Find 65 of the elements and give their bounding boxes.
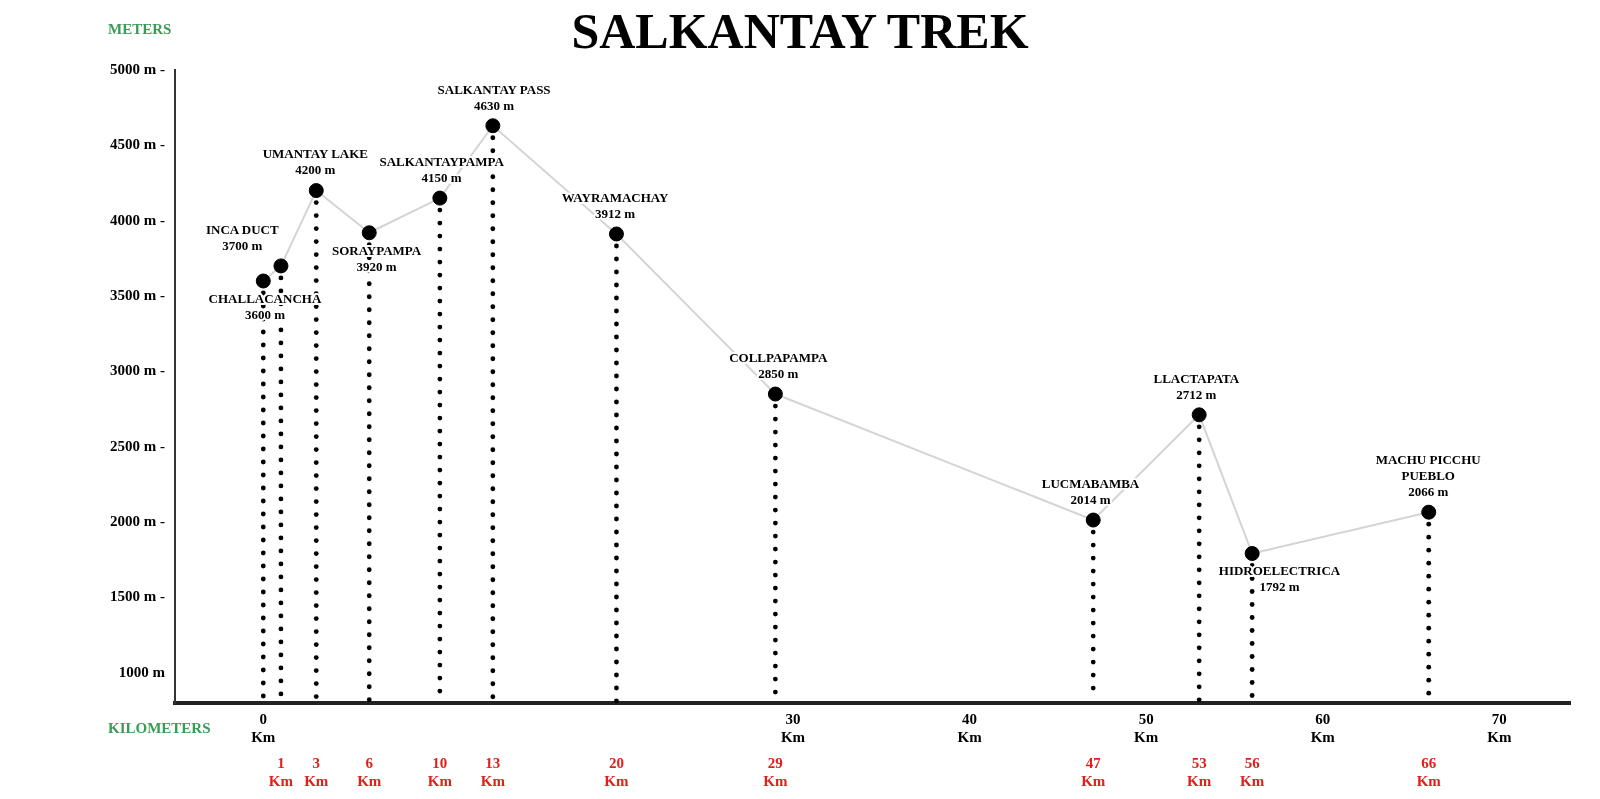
- annotation: INCA DUCT: [205, 221, 279, 237]
- annotation: COLLPAPAMPA: [729, 349, 828, 365]
- x2-tick-label: 47 Km: [1081, 754, 1106, 789]
- point: [485, 118, 501, 134]
- y-tick-label: 1000 m: [118, 663, 166, 680]
- chart-title: SALKANTAY TREK: [571, 3, 1029, 59]
- point: [432, 190, 448, 206]
- annotation: HIDROELECTRICA: [1218, 563, 1341, 579]
- point: [1085, 512, 1101, 528]
- point: [608, 226, 624, 242]
- point: [308, 183, 324, 199]
- annotation: MACHU PICCHU PUEBLO: [1375, 452, 1482, 484]
- annotation: WAYRAMACHAY: [561, 189, 670, 205]
- y-tick-label: 2000 m -: [109, 513, 165, 530]
- data-label: 2014 m: [1070, 491, 1111, 507]
- data-label: 2066 m: [1408, 484, 1449, 500]
- data-label: 2712 m: [1176, 386, 1217, 402]
- x-axis-title: KILOMETERS: [108, 719, 211, 736]
- data-label: 3700 m: [222, 237, 263, 253]
- x-tick-label: 40 Km: [957, 710, 983, 745]
- y-tick-label: 4000 m -: [109, 211, 165, 228]
- point: [255, 273, 271, 289]
- x-tick-label: 50 Km: [1134, 710, 1159, 745]
- data-label: 4630 m: [474, 97, 515, 113]
- annotation: SORAYPAMPA: [331, 242, 422, 258]
- x2-tick-label: 13 Km: [480, 754, 506, 789]
- point: [1191, 407, 1207, 423]
- x2-tick-label: 29 Km: [763, 754, 788, 789]
- x2-tick-label: 6 Km: [357, 754, 382, 789]
- annotation: CHALLACANCHA: [208, 290, 322, 306]
- annotation: LUCMABAMBA: [1041, 475, 1140, 491]
- point: [1244, 545, 1260, 561]
- x2-tick-label: 3 Km: [304, 754, 329, 789]
- point: [1421, 504, 1437, 520]
- x-tick-label: 0 Km: [251, 710, 276, 745]
- y-axis-title: METERS: [108, 20, 172, 37]
- data-label: 4200 m: [295, 162, 336, 178]
- y-tick-label: 3500 m -: [109, 286, 165, 303]
- data-label: 3920 m: [356, 258, 397, 274]
- annotation: UMANTAY LAKE: [262, 146, 369, 162]
- y-tick-label: 1500 m -: [109, 588, 165, 605]
- y-tick-label: 2500 m -: [109, 437, 165, 454]
- annotation: SALKANTAYPAMPA: [379, 153, 505, 169]
- annotation: SALKANTAY PASS: [437, 81, 551, 97]
- point: [361, 225, 377, 241]
- data-label: 4150 m: [421, 169, 462, 185]
- annotation: LLACTAPATA: [1153, 370, 1240, 386]
- data-label: 2850 m: [758, 365, 799, 381]
- x2-tick-label: 1 Km: [268, 754, 294, 789]
- x2-tick-label: 53 Km: [1187, 754, 1212, 789]
- data-label: 1792 m: [1259, 579, 1300, 595]
- y-tick-label: 4500 m -: [109, 136, 165, 153]
- point: [273, 258, 289, 274]
- x2-tick-label: 56 Km: [1240, 754, 1265, 789]
- x-tick-label: 70 Km: [1487, 710, 1512, 745]
- data-label: 3600 m: [244, 306, 286, 322]
- x2-tick-label: 66 Km: [1416, 754, 1442, 789]
- y-tick-label: 5000 m -: [109, 60, 165, 77]
- x2-tick-label: 20 Km: [604, 754, 630, 789]
- x2-tick-label: 10 Km: [427, 754, 453, 789]
- point: [767, 386, 783, 402]
- data-label: 3912 m: [595, 205, 636, 221]
- x-tick-label: 60 Km: [1310, 710, 1336, 745]
- y-tick-label: 3000 m -: [109, 362, 165, 379]
- x-tick-label: 30 Km: [780, 710, 806, 745]
